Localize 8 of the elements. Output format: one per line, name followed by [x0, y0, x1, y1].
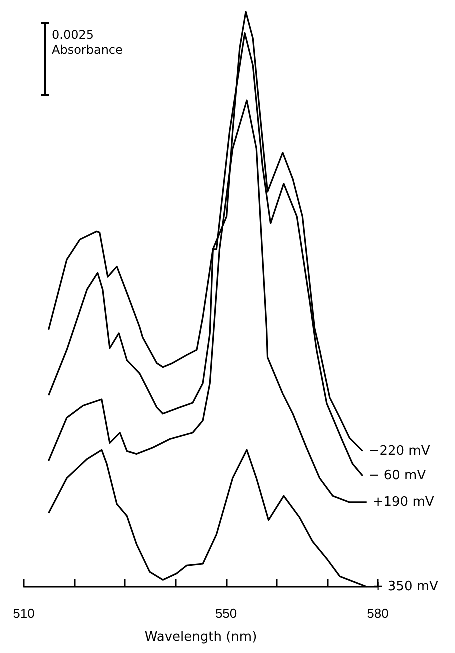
series-label: −220 mV: [368, 444, 430, 459]
x-axis-title: Wavelength (nm): [144, 630, 258, 645]
series-label: +190 mV: [372, 494, 434, 510]
x-tick-label: 510: [13, 606, 35, 621]
x-tick-label: 550: [215, 606, 238, 621]
series-label: − 60 mV: [368, 468, 426, 484]
x-tick-label: 580: [367, 606, 389, 621]
annotation: 0.0025 Absorbance: [52, 27, 124, 59]
